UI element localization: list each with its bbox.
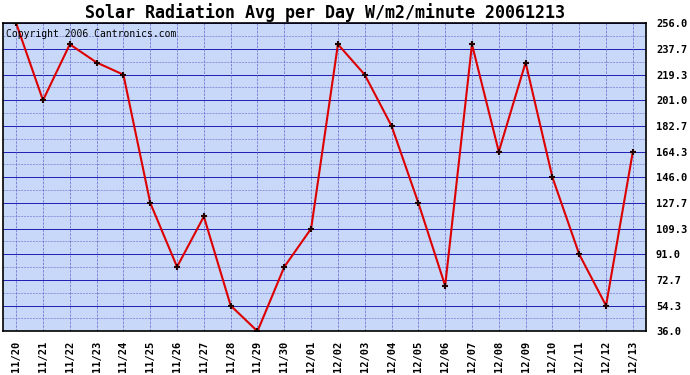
Title: Solar Radiation Avg per Day W/m2/minute 20061213: Solar Radiation Avg per Day W/m2/minute … [84, 3, 564, 22]
Text: Copyright 2006 Cantronics.com: Copyright 2006 Cantronics.com [6, 30, 177, 39]
